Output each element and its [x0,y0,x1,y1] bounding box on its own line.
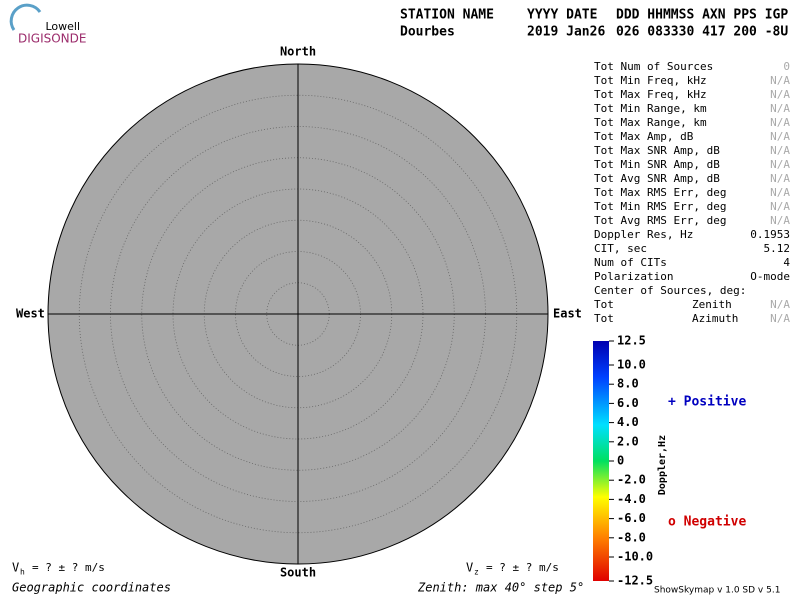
logo-arc [9,3,42,31]
stat-value: 0.1953 [750,228,790,241]
colorbar-label: 10.0 [617,358,646,372]
stat-label: Tot [594,312,614,325]
colorbar-label: 6.0 [617,396,639,410]
colorbar-ticks: 12.5 10.0 8.0 6.0 4.0 2.0 0 -2.0 -4.0 -6.0 -8.0 -10… [609,334,653,588]
stat-label: Tot Max Freq, kHz [594,88,707,101]
stat-label: Tot Max Amp, dB [594,130,694,143]
header: 2019 Jan26 [527,25,605,40]
colorbar-label: -2.0 [617,473,646,487]
colorbar-label: 12.5 [617,334,646,348]
stat-label: Azimuth [692,312,738,325]
north: North [280,45,316,59]
legend-positive: + Positive [668,395,746,410]
header: YYYY DATE [527,8,597,23]
stat-value: N/A [770,186,790,199]
logo-top: Lowell [45,20,80,33]
stat-value: N/A [770,312,790,325]
vz: = ? ± ? m/s [486,561,559,574]
stat-value: N/A [770,130,790,143]
stat-label: Tot Max SNR Amp, dB [594,144,720,157]
stat-label: Doppler Res, Hz [594,228,693,241]
version: ShowSkymap v 1.0 SD v 5.1 [654,586,780,596]
header: 026 083330 417 200 -8U [616,25,788,40]
stat-value: N/A [770,88,790,101]
stat-value: N/A [770,158,790,171]
west: West [16,307,45,321]
header: DDD HHMMSS AXN PPS IGP [616,8,788,23]
colorbar-label: -10.0 [617,550,653,564]
header: Dourbes [400,25,455,40]
stat-label: Tot Avg RMS Err, deg [594,214,726,227]
legend-negative: o Negative [668,515,746,530]
stat-value: 0 [783,60,790,73]
vh: = ? ± ? m/s [32,561,105,574]
logo-bottom: DIGISONDE [18,32,86,46]
vz-symbol: V [466,561,473,575]
vz-sub: z [474,568,479,577]
stat-value: N/A [770,144,790,157]
stat-value: N/A [770,116,790,129]
south: South [280,566,316,580]
stat-label: Tot [594,298,614,311]
colorbar-label: 8.0 [617,377,639,391]
colorbar-label: 0 [617,454,624,468]
stat-label: Tot Min Freq, kHz [594,74,707,87]
stat-value: 5.12 [764,242,791,255]
stats: Tot Num of Sources 0 Tot Min Freq, kHz N/A T… [594,60,790,325]
colorbar-label: -4.0 [617,492,646,506]
colorbar-label: -8.0 [617,530,646,544]
stat-value: 4 [783,256,790,269]
colorbar-label: 2.0 [617,434,639,448]
colorbar [593,341,609,581]
stat-label: Tot Max Range, km [594,116,707,129]
stat-label: Center of Sources, deg: [594,284,746,297]
colorbar-label: -12.5 [617,574,653,588]
stat-value: N/A [770,214,790,227]
vh-sub: h [20,568,25,577]
stat-label: Tot Min RMS Err, deg [594,200,726,213]
zenith-info: Zenith: max 40° step 5° [417,581,584,595]
stat-value: N/A [770,200,790,213]
stat-label: Num of CITs [594,256,667,269]
stat-label: Tot Avg SNR Amp, dB [594,172,720,185]
stat-label: Zenith [692,298,732,311]
stat-label: Polarization [594,270,673,283]
polar-plot [47,63,549,565]
stat-value: N/A [770,74,790,87]
vh-symbol: V [12,561,19,575]
stat-value: O-mode [750,270,790,283]
stat-label: Tot Min Range, km [594,102,707,115]
colorbar-label: 4.0 [617,415,639,429]
header: STATION NAME [400,8,494,23]
stat-label: CIT, sec [594,242,647,255]
coords: Geographic coordinates [12,581,171,595]
stat-value: N/A [770,102,790,115]
east: East [553,307,582,321]
colorbar-title: Doppler,Hz [657,435,668,495]
stat-value: N/A [770,298,790,311]
stat-label: Tot Num of Sources [594,60,713,73]
stat-value: N/A [770,172,790,185]
stat-label: Tot Min SNR Amp, dB [594,158,720,171]
stat-label: Tot Max RMS Err, deg [594,186,726,199]
colorbar-label: -6.0 [617,511,646,525]
